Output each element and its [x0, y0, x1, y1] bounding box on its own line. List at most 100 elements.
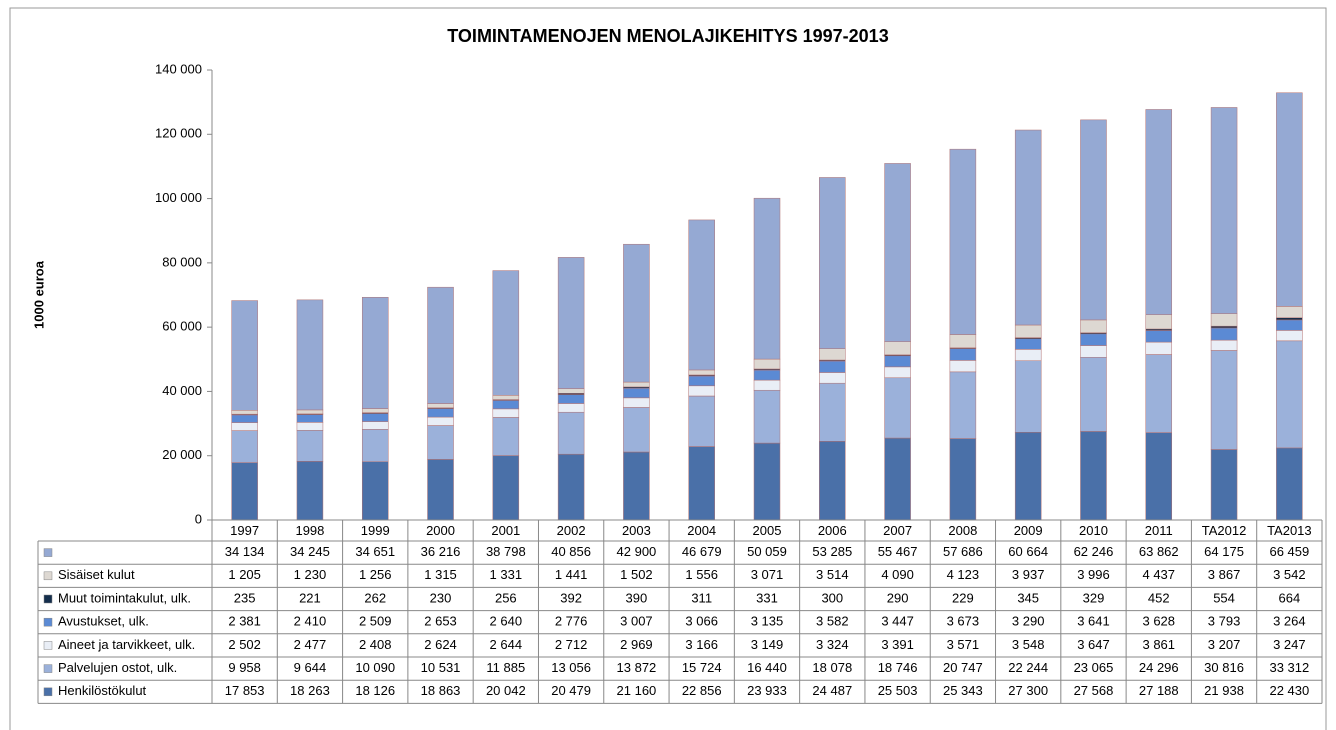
- table-cell: 1 230: [294, 567, 327, 582]
- bar-segment: [1014, 349, 1042, 362]
- bar-segment: [884, 163, 911, 342]
- bar-segment: [753, 197, 781, 360]
- table-cell: 23 065: [1074, 660, 1114, 675]
- table-cell: 50 059: [747, 544, 787, 559]
- y-tick-label: 140 000: [155, 61, 202, 76]
- table-cell: 1 502: [620, 567, 653, 582]
- bar-segment: [427, 286, 454, 404]
- bar-segment: [949, 148, 977, 335]
- table-cell: 3 207: [1208, 637, 1241, 652]
- bar-segment: [688, 375, 715, 387]
- table-cell: 46 679: [682, 544, 722, 559]
- bar-segment: [1210, 327, 1238, 341]
- table-cell: 16 440: [747, 660, 787, 675]
- bar-segment: [1276, 447, 1303, 521]
- table-cell: 1 331: [490, 567, 523, 582]
- x-tick-label: 2011: [1145, 523, 1173, 538]
- bar-segment: [1276, 319, 1303, 331]
- table-cell: 1 315: [424, 567, 457, 582]
- y-tick-label: 40 000: [162, 383, 202, 398]
- bar-segment: [231, 462, 258, 521]
- table-cell: 4 437: [1142, 567, 1175, 582]
- bar-segment: [557, 257, 585, 389]
- bar-segment: [1210, 339, 1238, 351]
- table-cell: 290: [887, 590, 909, 605]
- bar-segment: [949, 348, 977, 361]
- x-tick-label: 1998: [295, 523, 324, 538]
- table-cell: 34 245: [290, 544, 330, 559]
- bar-segment: [688, 446, 715, 521]
- table-cell: 2 477: [294, 637, 327, 652]
- bar-segment: [361, 429, 389, 462]
- bar-segment: [1014, 324, 1042, 338]
- bar-segment: [753, 442, 781, 521]
- table-cell: 311: [691, 590, 712, 605]
- table-cell: 36 216: [421, 544, 461, 559]
- table-cell: 66 459: [1269, 544, 1309, 559]
- x-tick-label: 2009: [1014, 523, 1043, 538]
- legend-label: Palvelujen ostot, ulk.: [58, 660, 177, 675]
- bar-segment: [1014, 338, 1042, 350]
- table-cell: 3 542: [1273, 567, 1306, 582]
- table-cell: 24 487: [812, 683, 852, 698]
- bar-segment: [231, 300, 258, 411]
- table-cell: 2 502: [228, 637, 261, 652]
- bar-segment: [688, 219, 715, 371]
- table-cell: 221: [299, 590, 321, 605]
- table-cell: 1 556: [685, 567, 718, 582]
- table-cell: 64 175: [1204, 544, 1244, 559]
- table-cell: 3 548: [1012, 637, 1045, 652]
- table-cell: 3 135: [751, 614, 784, 629]
- legend-label: Aineet ja tarvikkeet, ulk.: [58, 637, 195, 652]
- table-cell: 60 664: [1008, 544, 1048, 559]
- chart-frame: [9, 7, 1327, 730]
- table-cell: 62 246: [1074, 544, 1114, 559]
- bar-segment: [1014, 129, 1042, 326]
- table-cell: 3 066: [685, 614, 718, 629]
- table-cell: 15 724: [682, 660, 722, 675]
- table-cell: 235: [234, 590, 256, 605]
- table-cell: 2 381: [228, 614, 261, 629]
- y-tick-label: 100 000: [155, 190, 202, 205]
- table-cell: 9 958: [228, 660, 261, 675]
- bar-segment: [884, 437, 911, 521]
- chart-title: TOIMINTAMENOJEN MENOLAJIKEHITYS 1997-201…: [447, 26, 888, 46]
- bar-segment: [819, 360, 846, 373]
- legend-swatch: [43, 548, 53, 557]
- table-cell: 33 312: [1269, 660, 1309, 675]
- bar-segment: [819, 177, 846, 349]
- bar-segment: [492, 408, 520, 418]
- x-tick-label: 2005: [753, 523, 782, 538]
- bar-segment: [557, 453, 585, 521]
- bar-segment: [1210, 325, 1238, 329]
- bar-segment: [557, 388, 585, 394]
- table-cell: 13 056: [551, 660, 591, 675]
- bar-segment: [688, 395, 715, 447]
- table-cell: 554: [1213, 590, 1235, 605]
- bar-segment: [949, 371, 977, 439]
- bar-segment: [361, 408, 389, 413]
- table-cell: 42 900: [617, 544, 657, 559]
- table-cell: 3 793: [1208, 614, 1241, 629]
- table-cell: 3 641: [1077, 614, 1110, 629]
- y-tick-label: 120 000: [155, 126, 202, 141]
- bar-segment: [1014, 360, 1042, 433]
- x-tick-label: 2008: [948, 523, 977, 538]
- table-cell: 262: [364, 590, 386, 605]
- x-tick-label: 1999: [361, 523, 390, 538]
- table-cell: 3 264: [1273, 614, 1306, 629]
- table-cell: 392: [560, 590, 582, 605]
- table-cell: 13 872: [617, 660, 657, 675]
- bar-segment: [688, 385, 715, 397]
- y-axis-label: 1000 euroa: [31, 260, 46, 329]
- bar-segment: [819, 348, 846, 361]
- bar-segment: [949, 438, 977, 521]
- table-cell: 34 134: [225, 544, 265, 559]
- table-cell: 18 126: [355, 683, 395, 698]
- table-cell: 20 479: [551, 683, 591, 698]
- table-cell: 1 205: [228, 567, 261, 582]
- x-tick-label: 2007: [883, 523, 912, 538]
- table-cell: 2 408: [359, 637, 392, 652]
- bar-segment: [623, 407, 650, 453]
